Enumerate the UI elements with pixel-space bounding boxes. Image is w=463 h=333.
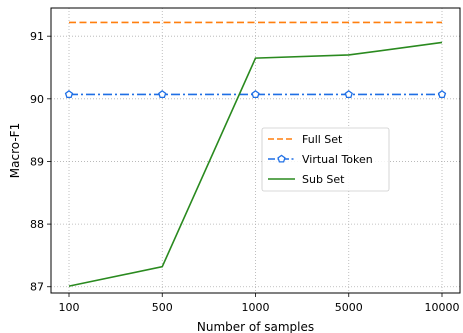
grid-lines (51, 8, 460, 293)
axis-ticks: 100 500 1000 5000 10000 87 88 89 90 91 (30, 30, 460, 314)
legend-marker-virtual-token (278, 155, 285, 162)
x-axis-label: Number of samples (197, 320, 314, 333)
legend-label-sub-set: Sub Set (302, 173, 345, 186)
x-tick-label: 10000 (425, 301, 460, 314)
legend-label-full-set: Full Set (302, 133, 343, 146)
x-tick-label: 100 (59, 301, 80, 314)
y-axis-label: Macro-F1 (8, 123, 22, 178)
x-tick-label: 1000 (242, 301, 270, 314)
y-tick-label: 87 (30, 281, 44, 294)
y-tick-label: 91 (30, 30, 44, 43)
data-point-virtual-token (159, 91, 166, 98)
x-tick-label: 500 (152, 301, 173, 314)
legend: Full Set Virtual Token Sub Set (262, 128, 389, 191)
data-point-virtual-token (252, 91, 259, 98)
data-point-virtual-token (439, 91, 446, 98)
y-tick-label: 89 (30, 155, 44, 168)
data-point-virtual-token (345, 91, 352, 98)
data-point-virtual-token (66, 91, 73, 98)
x-tick-label: 5000 (335, 301, 363, 314)
legend-label-virtual-token: Virtual Token (302, 153, 373, 166)
y-tick-label: 90 (30, 93, 44, 106)
y-tick-label: 88 (30, 218, 44, 231)
